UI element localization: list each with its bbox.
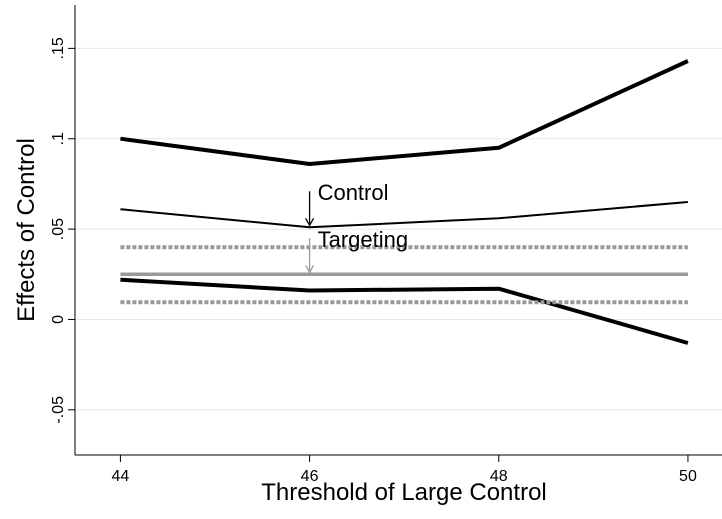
y-tick-label: 0: [50, 315, 67, 324]
annotation-arrowhead: [305, 264, 315, 274]
series-line: [120, 59, 689, 166]
y-tick-label: .15: [50, 37, 67, 59]
x-axis-title: Threshold of Large Control: [261, 479, 547, 506]
annotation: Targeting: [318, 227, 409, 252]
x-tick-label: 44: [112, 468, 130, 485]
x-tick-label: 50: [679, 468, 697, 485]
x-tick-label: 48: [490, 468, 508, 485]
annotation-arrowhead: [305, 217, 315, 227]
y-tick-label: -.05: [50, 396, 67, 424]
y-axis-title: Effects of Control: [13, 138, 40, 322]
y-tick-label: .05: [50, 218, 67, 240]
y-tick-label: .1: [50, 132, 67, 145]
series-line: [120, 201, 688, 229]
series-line: [120, 277, 689, 345]
annotation: Control: [318, 180, 389, 205]
x-tick-label: 46: [301, 468, 319, 485]
